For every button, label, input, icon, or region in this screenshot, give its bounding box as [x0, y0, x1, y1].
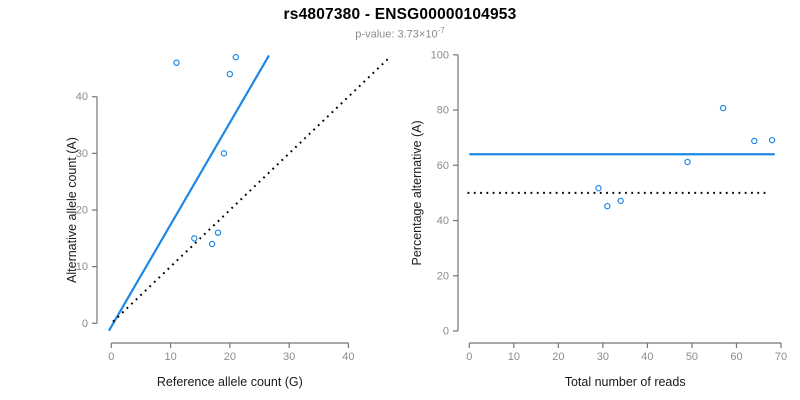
y-tick-label: 10: [76, 261, 88, 273]
y-tick-label: 80: [437, 105, 449, 117]
x-axis-title: Total number of reads: [565, 375, 686, 389]
data-point: [208, 240, 216, 248]
x-tick-label: 30: [283, 351, 295, 363]
percentage-scatter: 0 20 40 60 80 100 0 10 20 30 40 50 60 70 Total number …: [410, 49, 787, 389]
data-point: [768, 136, 776, 144]
y-tick-label: 60: [437, 160, 449, 172]
p-value-text: p-value: 3.73×10: [355, 28, 438, 41]
data-point: [595, 185, 602, 192]
y-axis-title: Alternative allele count (A): [65, 137, 79, 283]
x-tick-label: 70: [775, 351, 787, 363]
y-tick-label: 40: [437, 215, 449, 227]
x-tick-label: 0: [466, 351, 472, 363]
y-axis-title: Percentage alternative (A): [410, 120, 424, 265]
data-point: [226, 70, 234, 78]
figure-title: rs4807380 - ENSG00000104953: [283, 6, 517, 23]
identity-line: [112, 55, 392, 323]
y-tick-label: 0: [82, 318, 88, 330]
x-tick-label: 60: [730, 351, 742, 363]
figure-subtitle: p-value: 3.73×10-7: [0, 26, 800, 41]
x-tick-label: 20: [552, 351, 564, 363]
data-point: [214, 229, 222, 236]
x-tick-label: 30: [597, 351, 609, 363]
x-tick-label: 40: [342, 351, 354, 363]
y-tick-label: 100: [431, 49, 449, 61]
data-point: [684, 158, 691, 166]
x-tick-label: 0: [108, 351, 114, 363]
fit-line: [107, 54, 270, 332]
figure-header: rs4807380 - ENSG00000104953 p-value: 3.7…: [0, 6, 800, 41]
data-point: [617, 197, 624, 205]
y-tick-label: 20: [76, 205, 88, 217]
data-point: [220, 150, 228, 157]
data-point: [604, 202, 611, 210]
x-tick-label: 10: [508, 351, 520, 363]
x-axis-title: Reference allele count (G): [157, 375, 303, 389]
data-point: [751, 137, 758, 145]
data-point: [173, 59, 180, 66]
allele-count-scatter: 0 10 20 30 40 0 10 20 30 40 Reference allele count…: [65, 53, 392, 389]
data-point: [719, 104, 727, 112]
y-tick-label: 0: [443, 326, 449, 338]
y-tick-label: 30: [76, 148, 88, 160]
x-tick-label: 10: [164, 351, 176, 363]
data-point: [232, 53, 239, 61]
p-value-exponent: -7: [437, 26, 445, 35]
x-tick-label: 20: [224, 351, 236, 363]
y-tick-label: 40: [76, 91, 88, 103]
x-tick-label: 50: [686, 351, 698, 363]
data-point: [191, 235, 198, 242]
y-tick-label: 20: [437, 270, 449, 282]
x-tick-label: 40: [641, 351, 653, 363]
